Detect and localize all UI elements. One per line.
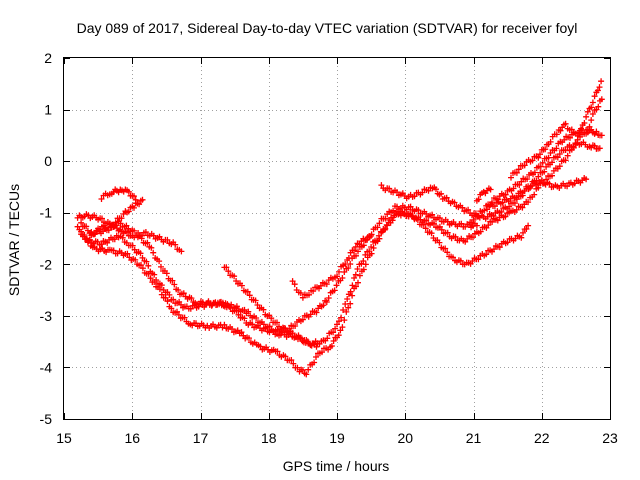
axis-ticks (64, 58, 611, 420)
plot-frame (63, 57, 611, 420)
y-tick-label: 2 (44, 50, 52, 66)
x-tick-label: 17 (193, 430, 209, 446)
y-tick-labels: -5 -4 -3 -2 -1 0 1 2 (40, 50, 53, 427)
x-tick-label: 20 (397, 430, 413, 446)
y-tick-label: -2 (40, 256, 53, 272)
series-track-7 (221, 264, 320, 350)
x-tick-label: 21 (466, 430, 482, 446)
series-track-8 (289, 232, 375, 301)
series-markers (78, 78, 605, 378)
series-markers (84, 196, 146, 246)
x-tick-label: 23 (602, 430, 618, 446)
series-track-11 (473, 185, 494, 204)
y-tick-label: -3 (40, 308, 53, 324)
series-markers (508, 96, 605, 181)
y-tick-label: -1 (40, 205, 53, 221)
x-tick-label: 16 (124, 430, 140, 446)
series-markers (221, 264, 320, 350)
series-markers (289, 232, 375, 301)
series-markers (484, 175, 590, 213)
series-markers (98, 186, 139, 203)
x-axis-label: GPS time / hours (283, 458, 390, 474)
series-track-13 (508, 96, 605, 181)
data-layer (74, 78, 605, 378)
y-tick-label: 0 (44, 153, 52, 169)
x-tick-label: 18 (261, 430, 277, 446)
series-markers (473, 185, 494, 204)
series-markers (78, 202, 480, 335)
y-tick-label: -5 (40, 411, 53, 427)
series-track-6 (98, 186, 139, 203)
y-axis-label: SDTVAR / TECUs (6, 184, 22, 296)
grid (64, 58, 610, 419)
x-tick-labels: 15 16 17 18 19 20 21 22 23 (56, 430, 618, 446)
series-track-5 (84, 196, 146, 246)
y-tick-label: -4 (40, 359, 53, 375)
series-track-3 (78, 78, 605, 378)
series-track-4 (78, 202, 480, 335)
x-tick-label: 22 (534, 430, 550, 446)
x-tick-label: 15 (56, 430, 72, 446)
series-track-12 (484, 175, 590, 213)
chart-title: Day 089 of 2017, Sidereal Day-to-day VTE… (77, 20, 578, 36)
x-tick-label: 19 (329, 430, 345, 446)
y-tick-label: 1 (44, 102, 52, 118)
